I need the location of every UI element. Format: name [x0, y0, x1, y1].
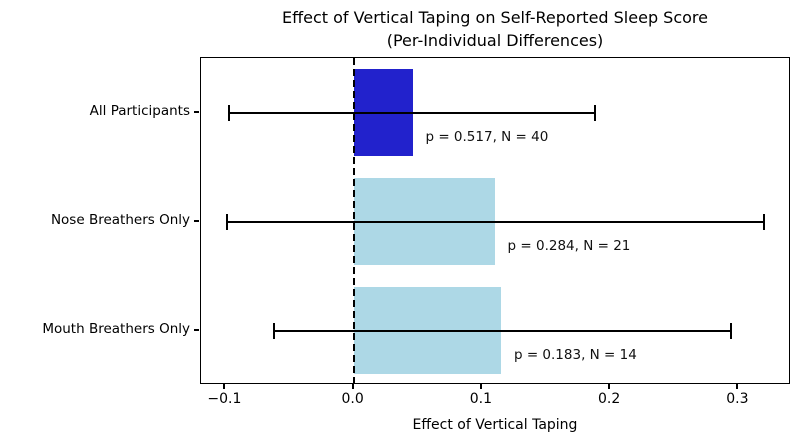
- y-tick-mark: [194, 328, 199, 331]
- x-tick-label: 0.3: [726, 391, 749, 407]
- plot-area: p = 0.517, N = 40 p = 0.284, N = 21 p = 0.…: [200, 57, 790, 384]
- y-tick-label: Nose Breathers Only: [50, 211, 190, 228]
- chart-title-block: Effect of Vertical Taping on Self-Report…: [200, 6, 790, 52]
- stat-annotation: p = 0.517, N = 40: [425, 128, 549, 145]
- x-tick-label: 0.2: [598, 391, 621, 407]
- x-tick-mark: [736, 384, 739, 389]
- x-tick-label: 0.0: [341, 391, 364, 407]
- chart-subtitle: (Per-Individual Differences): [386, 31, 604, 50]
- error-bar-line: [229, 111, 595, 114]
- error-bar-cap-left: [225, 213, 228, 230]
- error-bar-cap-right: [729, 322, 732, 339]
- x-tick-label: 0.1: [469, 391, 493, 407]
- error-bar-cap-left: [228, 104, 231, 121]
- error-bar-cap-right: [763, 213, 766, 230]
- x-tick-mark: [608, 384, 611, 389]
- x-tick-mark: [223, 384, 226, 389]
- x-tick-mark: [351, 384, 354, 389]
- stat-annotation: p = 0.284, N = 21: [507, 237, 631, 254]
- error-bar-cap-left: [273, 322, 276, 339]
- x-tick-label: −0.1: [207, 391, 242, 407]
- y-tick-mark: [194, 110, 199, 113]
- x-tick-mark: [479, 384, 482, 389]
- error-bar-cap-right: [593, 104, 596, 121]
- y-tick-label: All Participants: [89, 102, 190, 119]
- error-bar-line: [226, 220, 765, 223]
- stat-annotation: p = 0.183, N = 14: [513, 346, 637, 363]
- y-tick-mark: [194, 219, 199, 222]
- y-tick-label: Mouth Breathers Only: [42, 320, 190, 337]
- x-axis-label: Effect of Vertical Taping: [412, 417, 578, 433]
- error-bar-line: [274, 329, 731, 332]
- chart-title: Effect of Vertical Taping on Self-Report…: [282, 8, 708, 27]
